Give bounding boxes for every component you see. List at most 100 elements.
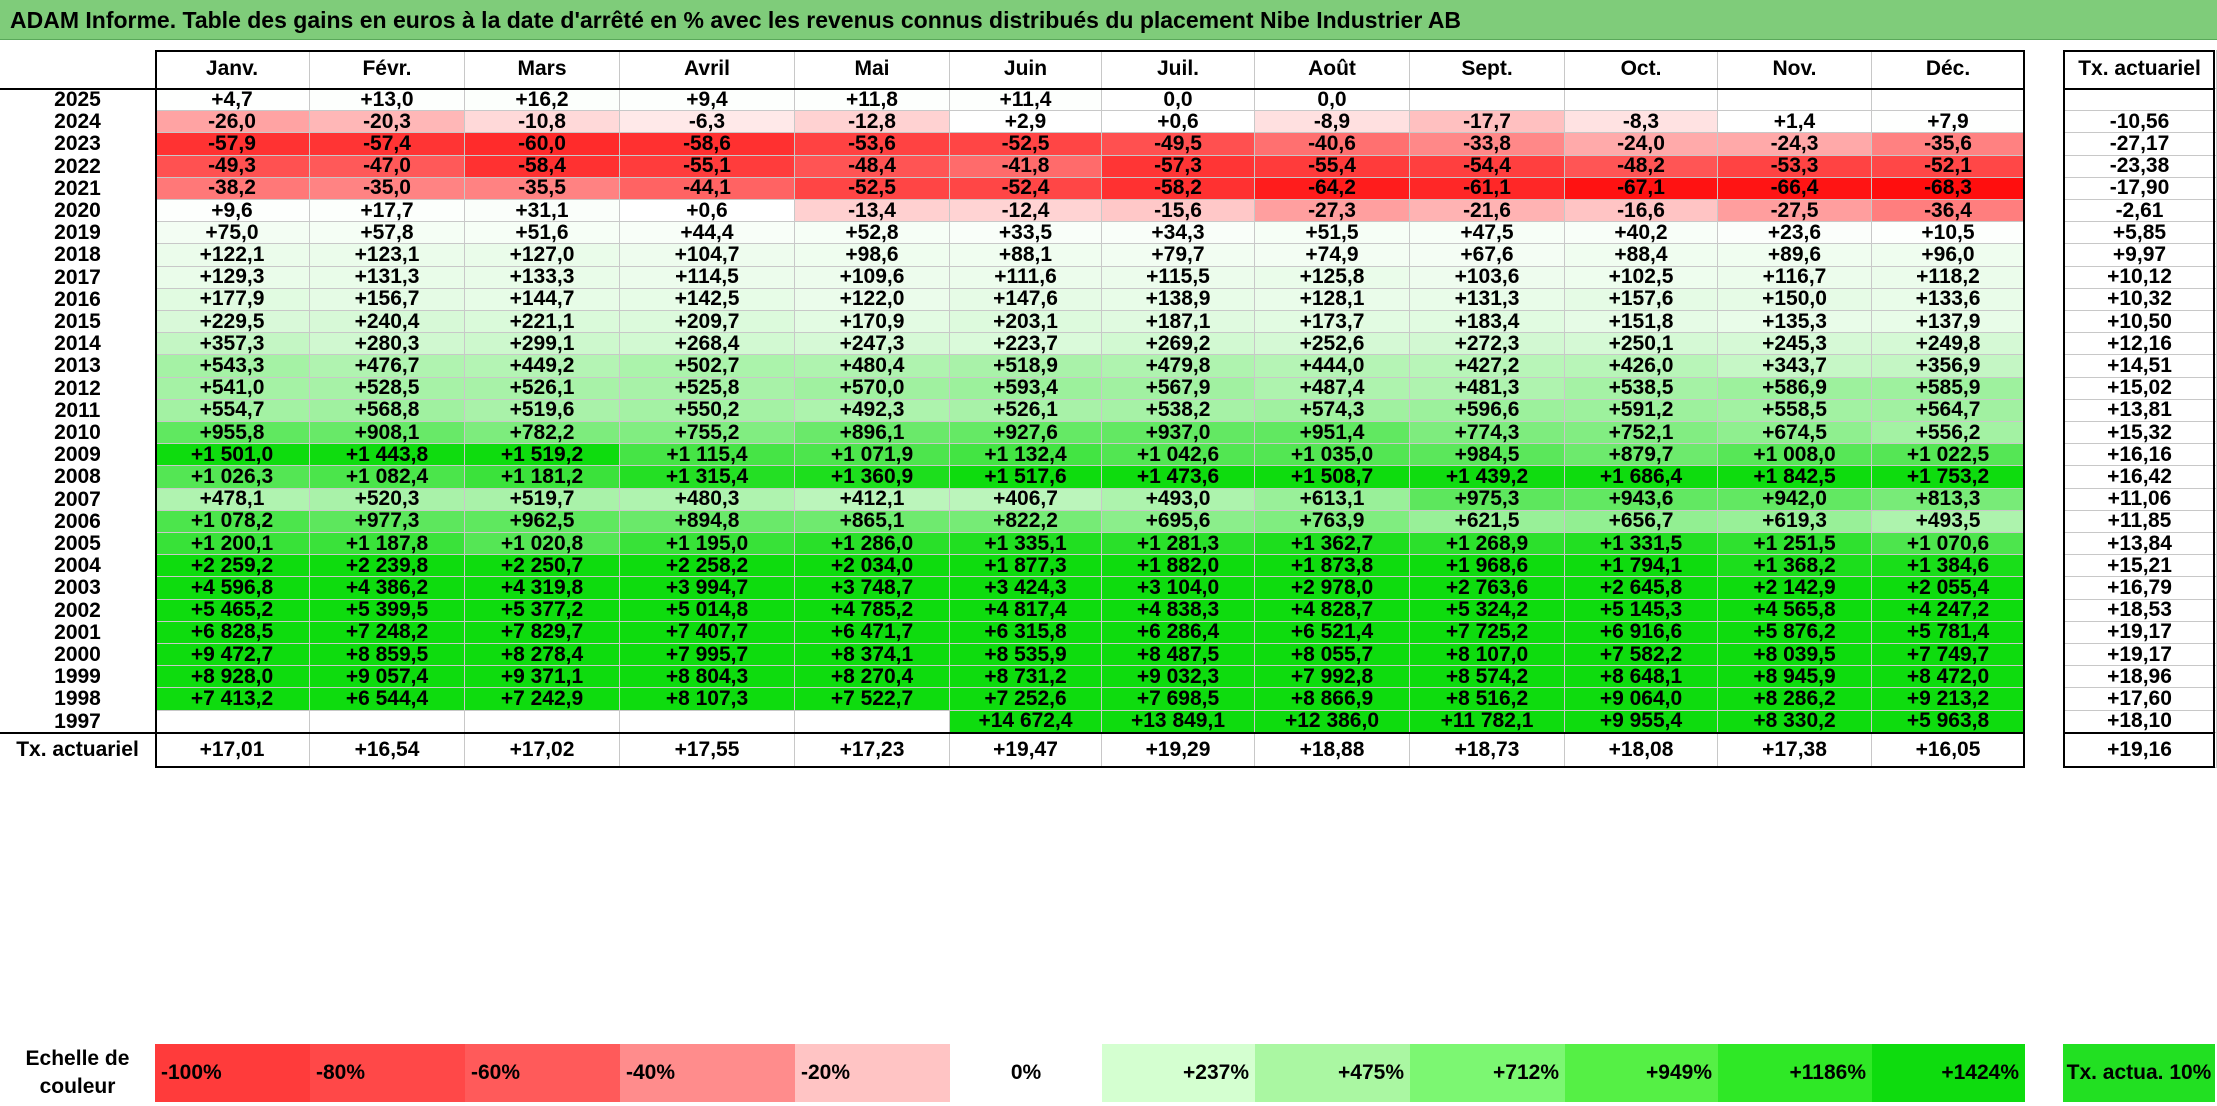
gain-cell: +9 064,0 — [1565, 688, 1718, 711]
legend-swatch: +1424% — [1872, 1044, 2025, 1102]
gain-cell: +7 725,2 — [1410, 621, 1565, 644]
gain-cell: +593,4 — [950, 377, 1102, 400]
rate-cell: +16,79 — [2063, 577, 2217, 600]
gain-cell: -24,3 — [1718, 133, 1872, 156]
rate-cell: +10,12 — [2063, 266, 2217, 289]
footer-rate-cell: +16,05 — [1872, 732, 2025, 768]
gain-cell: +1 794,1 — [1565, 555, 1718, 578]
gain-cell: +526,1 — [465, 377, 620, 400]
gain-cell: +4 247,2 — [1872, 599, 2025, 622]
gain-cell: -35,5 — [465, 177, 620, 200]
gain-cell: +13 849,1 — [1102, 710, 1255, 733]
gain-cell: +187,1 — [1102, 311, 1255, 334]
legend-swatch: -20% — [795, 1044, 950, 1102]
gain-cell: +478,1 — [155, 488, 310, 511]
header-divider — [0, 88, 2025, 90]
year-label: 2011 — [54, 399, 101, 422]
gain-cell: +519,6 — [465, 399, 620, 422]
gain-cell: +4 596,8 — [155, 577, 310, 600]
gain-cell: +8 945,9 — [1718, 666, 1872, 689]
gain-cell: +7 749,7 — [1872, 644, 2025, 667]
gain-cell: +131,3 — [1410, 288, 1565, 311]
gain-cell: +449,2 — [465, 355, 620, 378]
gain-cell: -58,4 — [465, 155, 620, 178]
gain-cell: +7 829,7 — [465, 621, 620, 644]
gain-cell: +67,6 — [1410, 244, 1565, 267]
gain-cell: +1 042,6 — [1102, 444, 1255, 467]
footer-rate-cell: +18,73 — [1410, 732, 1565, 768]
gain-cell: +4,7 — [155, 89, 310, 112]
gain-cell: +813,3 — [1872, 488, 2025, 511]
gain-cell: +7 995,7 — [620, 644, 795, 667]
gain-cell: +8 535,9 — [950, 644, 1102, 667]
year-label: 2024 — [54, 111, 101, 134]
rate-cell: +15,32 — [2063, 422, 2217, 445]
gain-cell: +1 384,6 — [1872, 555, 2025, 578]
rate-cell: +15,21 — [2063, 555, 2217, 578]
gain-cell: +1 082,4 — [310, 466, 465, 489]
gain-cell: +33,5 — [950, 222, 1102, 245]
gain-cell: +147,6 — [950, 288, 1102, 311]
footer-rate-cell: +17,23 — [795, 732, 950, 768]
footer-rate-cell: +16,54 — [310, 732, 465, 768]
gain-cell: +245,3 — [1718, 333, 1872, 356]
gain-cell: +1 753,2 — [1872, 466, 2025, 489]
gain-cell: +937,0 — [1102, 422, 1255, 445]
gain-cell: +962,5 — [465, 510, 620, 533]
gain-cell: +57,8 — [310, 222, 465, 245]
legend-swatch: +475% — [1255, 1044, 1410, 1102]
rate-cell: +18,53 — [2063, 599, 2217, 622]
rate-cell: +17,60 — [2063, 688, 2217, 711]
gain-cell: +2 645,8 — [1565, 577, 1718, 600]
gain-cell — [620, 710, 795, 733]
gain-cell: -15,6 — [1102, 200, 1255, 223]
gain-cell: +102,5 — [1565, 266, 1718, 289]
rate-cell: -2,61 — [2063, 200, 2217, 223]
gain-cell: +11,8 — [795, 89, 950, 112]
gain-cell: +1 362,7 — [1255, 533, 1410, 556]
gain-cell: +356,9 — [1872, 355, 2025, 378]
rate-cell: +11,85 — [2063, 510, 2217, 533]
gain-cell: +203,1 — [950, 311, 1102, 334]
gain-cell: +34,3 — [1102, 222, 1255, 245]
gain-cell: +8 731,2 — [950, 666, 1102, 689]
legend-swatch: +1186% — [1718, 1044, 1872, 1102]
gain-cell: +5 324,2 — [1410, 599, 1565, 622]
gain-cell: -16,6 — [1565, 200, 1718, 223]
gain-cell: +619,3 — [1718, 510, 1872, 533]
gain-cell: +2 239,8 — [310, 555, 465, 578]
year-label: 2013 — [54, 355, 101, 378]
gain-cell: +2 055,4 — [1872, 577, 2025, 600]
gain-cell: +554,7 — [155, 399, 310, 422]
gain-cell: +6 286,4 — [1102, 621, 1255, 644]
gain-cell: +984,5 — [1410, 444, 1565, 467]
gain-cell — [1718, 89, 1872, 112]
gain-cell: -12,4 — [950, 200, 1102, 223]
month-header: Juil. — [1102, 50, 1255, 89]
legend-label: Echelle de couleur — [25, 1047, 130, 1098]
gain-cell: +2 763,6 — [1410, 577, 1565, 600]
rate-cell: +14,51 — [2063, 355, 2217, 378]
rate-cell: +9,97 — [2063, 244, 2217, 267]
gain-cell: +125,8 — [1255, 266, 1410, 289]
gain-cell: +6 544,4 — [310, 688, 465, 711]
gain-cell: +1 286,0 — [795, 533, 950, 556]
gain-cell: +5 014,8 — [620, 599, 795, 622]
footer-rate-cell: +19,47 — [950, 732, 1102, 768]
gain-cell: +103,6 — [1410, 266, 1565, 289]
gain-cell: -53,6 — [795, 133, 950, 156]
gain-cell: +6 521,4 — [1255, 621, 1410, 644]
gain-cell: +1,4 — [1718, 111, 1872, 134]
legend-swatch: +949% — [1565, 1044, 1718, 1102]
year-label: 2015 — [54, 311, 101, 334]
gain-cell: +927,6 — [950, 422, 1102, 445]
gain-cell: +752,1 — [1565, 422, 1718, 445]
gain-cell: +1 181,2 — [465, 466, 620, 489]
gain-cell: +538,5 — [1565, 377, 1718, 400]
gain-cell: +493,0 — [1102, 488, 1255, 511]
gain-cell: +98,6 — [795, 244, 950, 267]
legend-swatch: -40% — [620, 1044, 795, 1102]
gain-cell: +7 252,6 — [950, 688, 1102, 711]
gain-cell: -10,8 — [465, 111, 620, 134]
rate-cell: +12,16 — [2063, 333, 2217, 356]
